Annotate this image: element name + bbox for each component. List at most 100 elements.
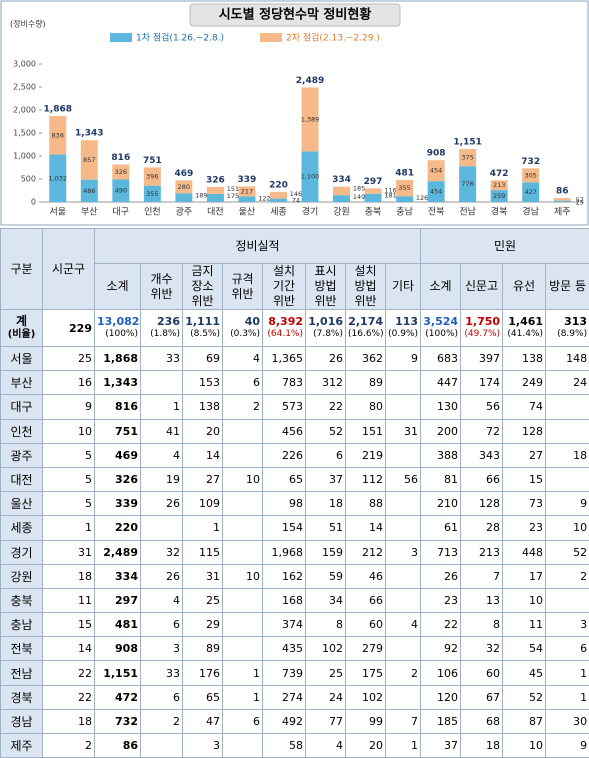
- cell: 9: [546, 492, 589, 516]
- segment-label: 396: [146, 173, 158, 181]
- segment-label: 116: [384, 186, 396, 194]
- cell-ratio: (1.8%): [143, 328, 180, 341]
- row-label: 대구: [1, 395, 43, 419]
- cell: 99: [346, 709, 386, 733]
- cell: 15: [503, 467, 546, 491]
- row-label: 경남: [1, 709, 43, 733]
- total-label: 751: [143, 156, 162, 166]
- bar-segment: [365, 188, 382, 193]
- cell: 472: [95, 685, 141, 709]
- cell: 33: [141, 347, 183, 371]
- cell: 1: [183, 516, 223, 540]
- cell: 14: [43, 637, 95, 661]
- cell: 1: [546, 661, 589, 685]
- y-tick-label: 0: [31, 198, 36, 207]
- cell: 2: [141, 709, 183, 733]
- x-tick-label: 전북: [428, 207, 445, 218]
- cell: 65: [263, 467, 306, 491]
- total-label: 86: [556, 187, 569, 197]
- cell: 115: [183, 540, 223, 564]
- cell: [546, 419, 589, 443]
- segment-label: 454: [430, 167, 442, 175]
- cell: 33: [141, 661, 183, 685]
- cell-value: 1,750: [463, 315, 500, 328]
- cell-ratio: (49.7%): [463, 328, 500, 341]
- cell: [386, 371, 421, 395]
- legend-label: 1차 점검(1.26.~2.8.): [136, 32, 224, 44]
- cell: 168: [263, 588, 306, 612]
- cell: 397: [461, 347, 503, 371]
- total-label: 908: [427, 149, 446, 159]
- row-label: 충북: [1, 588, 43, 612]
- cell: 109: [183, 492, 223, 516]
- cell: 22: [43, 685, 95, 709]
- cell-ratio: (7.8%): [308, 328, 343, 341]
- cell: [386, 443, 421, 467]
- cell: 27: [183, 467, 223, 491]
- cell-value: 13,082: [97, 315, 138, 328]
- cell: 2: [386, 661, 421, 685]
- cell: 816: [95, 395, 141, 419]
- cell: 56: [461, 395, 503, 419]
- cell: 113(0.9%): [386, 310, 421, 347]
- bar-segment: [207, 187, 224, 194]
- cell-value: 113: [388, 315, 418, 328]
- cell: [223, 516, 263, 540]
- cell: 153: [183, 371, 223, 395]
- cell: 11: [503, 613, 546, 637]
- row-label: 부산: [1, 371, 43, 395]
- cell: 159: [306, 540, 346, 564]
- cell: 5: [43, 443, 95, 467]
- cell: 68: [461, 709, 503, 733]
- cell: [223, 492, 263, 516]
- cell: 25: [183, 588, 223, 612]
- total-label: 469: [174, 169, 193, 179]
- cell: 69: [183, 347, 223, 371]
- cell: 6: [223, 371, 263, 395]
- cell: 448: [503, 540, 546, 564]
- cell: 249: [503, 371, 546, 395]
- segment-label: 454: [430, 188, 442, 196]
- segment-label: 355: [398, 184, 410, 192]
- cell: 279: [346, 637, 386, 661]
- cell: 92: [421, 637, 461, 661]
- cell: 26: [141, 564, 183, 588]
- total-label: 1,868: [44, 105, 72, 115]
- cell: [223, 637, 263, 661]
- cell: 46: [346, 564, 386, 588]
- cell: 481: [95, 613, 141, 637]
- cell: 6: [546, 637, 589, 661]
- cell: 10: [503, 588, 546, 612]
- cell: 573: [263, 395, 306, 419]
- y-tick-label: 1,500: [13, 129, 36, 138]
- cell: 1,151: [95, 661, 141, 685]
- cell: 52: [546, 540, 589, 564]
- cell: 130: [421, 395, 461, 419]
- row-label: 세종: [1, 516, 43, 540]
- cell: 274: [263, 685, 306, 709]
- cell: 86: [95, 734, 141, 758]
- cell: 11: [43, 588, 95, 612]
- cell: [223, 443, 263, 467]
- cell: 65: [183, 685, 223, 709]
- cell: 47: [183, 709, 223, 733]
- cell-ratio: (0.3%): [225, 328, 260, 341]
- cell: 374: [263, 613, 306, 637]
- header-cell: 설치 기간 위반: [263, 264, 306, 310]
- cell: [386, 395, 421, 419]
- cell: 31: [386, 419, 421, 443]
- cell: 1,016(7.8%): [306, 310, 346, 347]
- cell-ratio: (8.9%): [548, 328, 587, 341]
- cell: 343: [461, 443, 503, 467]
- segment-label: 213: [493, 181, 505, 189]
- cell: 13,082(100%): [95, 310, 141, 347]
- cell: 185: [421, 709, 461, 733]
- cell: 25: [306, 661, 346, 685]
- segment-label: 146: [290, 190, 302, 198]
- cell: 37: [421, 734, 461, 758]
